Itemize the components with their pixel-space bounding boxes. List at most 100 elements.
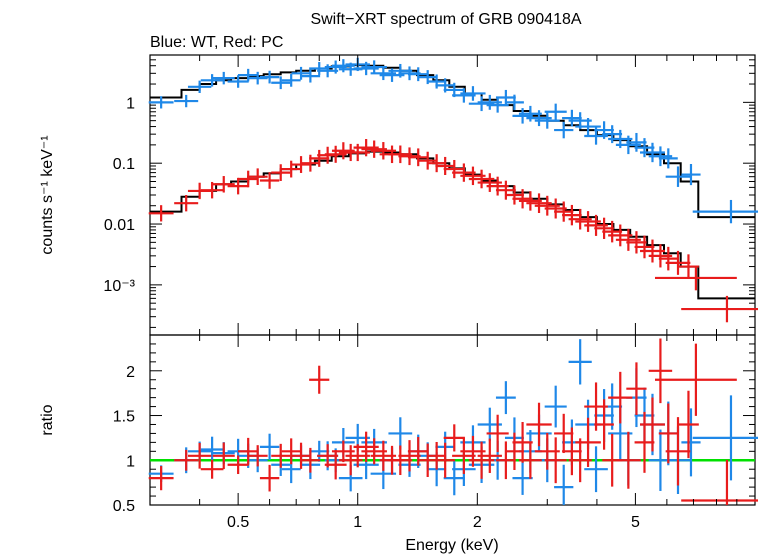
- y-tick-label: 1.5: [113, 409, 135, 426]
- data-point: [594, 121, 614, 139]
- data-point: [634, 411, 655, 473]
- data-point: [259, 70, 280, 84]
- data-point: [665, 166, 691, 187]
- spectrum-panel-frame: [149, 54, 756, 336]
- data-point: [602, 220, 623, 243]
- data-point: [640, 397, 665, 452]
- x-axis: 0.5 1 2 5: [149, 55, 738, 531]
- data-point: [504, 432, 524, 470]
- data-point: [658, 403, 678, 464]
- data-point: [443, 424, 465, 452]
- data-point: [148, 466, 174, 491]
- data-point: [309, 365, 330, 394]
- data-point: [148, 205, 174, 222]
- data-point: [200, 459, 224, 479]
- data-point: [300, 69, 321, 83]
- data-point: [247, 445, 268, 467]
- data-point: [634, 235, 655, 259]
- y-tick-label: 0.1: [113, 156, 135, 173]
- data-point: [562, 204, 582, 226]
- data-point: [495, 441, 516, 480]
- data-point: [324, 450, 347, 480]
- data-point: [388, 63, 413, 78]
- y-tick-label: 1: [126, 453, 135, 470]
- data-point: [237, 68, 259, 82]
- spectrum-panel: 1 0.1 0.01 10⁻³ counts s⁻¹ keV⁻¹: [39, 54, 758, 336]
- data-point: [435, 442, 455, 478]
- spectrum-data-points: [148, 57, 758, 323]
- data-point: [594, 217, 614, 239]
- data-point: [259, 433, 280, 460]
- data-point: [486, 414, 509, 453]
- data-point: [562, 109, 582, 127]
- data-point: [654, 343, 737, 416]
- data-point: [388, 145, 413, 164]
- data-point: [544, 385, 567, 428]
- ratio-data-points: [148, 338, 758, 505]
- data-point: [665, 250, 691, 275]
- x-tick-label: 2: [473, 514, 482, 531]
- data-point: [443, 461, 465, 496]
- x-axis-label: Energy (keV): [405, 537, 498, 554]
- data-point: [681, 408, 701, 477]
- data-point: [281, 160, 301, 178]
- data-point: [227, 75, 249, 88]
- data-point: [398, 440, 421, 472]
- data-point: [554, 413, 574, 454]
- data-point: [602, 125, 623, 144]
- data-point: [544, 103, 567, 120]
- y-tick-label: 0.01: [104, 217, 135, 234]
- data-point: [187, 442, 212, 469]
- data-point: [544, 437, 567, 484]
- spectrum-y-axis: 1 0.1 0.01 10⁻³: [103, 54, 755, 328]
- data-point: [212, 71, 235, 85]
- data-point: [568, 339, 592, 385]
- data-point: [309, 149, 330, 167]
- data-point: [526, 402, 552, 447]
- data-point: [227, 177, 249, 195]
- y-tick-label: 1: [126, 95, 135, 112]
- data-point: [681, 295, 758, 323]
- data-point: [504, 185, 524, 205]
- data-point: [407, 148, 429, 167]
- data-point: [658, 148, 678, 169]
- data-point: [407, 67, 429, 82]
- y-tick-label: 10⁻³: [103, 278, 135, 295]
- data-point: [281, 438, 301, 465]
- y-tick-label: 2: [126, 364, 135, 381]
- data-point: [575, 417, 601, 467]
- model-curve-wt: [150, 64, 755, 219]
- data-point: [427, 441, 447, 470]
- ratio-panel: 0.5 1 1.5 2 ratio: [39, 334, 758, 515]
- y-tick-label: 0.5: [113, 498, 135, 515]
- data-point: [271, 443, 291, 468]
- data-point: [504, 94, 524, 111]
- data-point: [281, 73, 301, 87]
- data-point: [584, 446, 608, 493]
- data-point: [174, 94, 199, 108]
- data-point: [692, 395, 758, 481]
- data-point: [477, 438, 502, 473]
- data-point: [212, 442, 235, 470]
- data-point: [418, 151, 438, 170]
- data-point: [626, 231, 647, 254]
- data-point: [534, 112, 560, 129]
- chart-subtitle: Blue: WT, Red: PC: [150, 34, 283, 51]
- data-point: [554, 121, 574, 139]
- x-tick-label: 1: [353, 514, 362, 531]
- data-point: [174, 195, 199, 212]
- data-point: [418, 443, 438, 477]
- data-point: [575, 117, 601, 136]
- x-tick-label: 0.5: [227, 514, 249, 531]
- data-point: [460, 86, 486, 101]
- data-point: [634, 138, 655, 158]
- data-point: [615, 431, 641, 489]
- data-point: [554, 464, 574, 505]
- data-point: [452, 88, 476, 103]
- data-point: [259, 464, 280, 492]
- data-point: [452, 437, 476, 474]
- data-point: [174, 449, 199, 471]
- data-point: [300, 447, 321, 473]
- data-point: [187, 80, 212, 94]
